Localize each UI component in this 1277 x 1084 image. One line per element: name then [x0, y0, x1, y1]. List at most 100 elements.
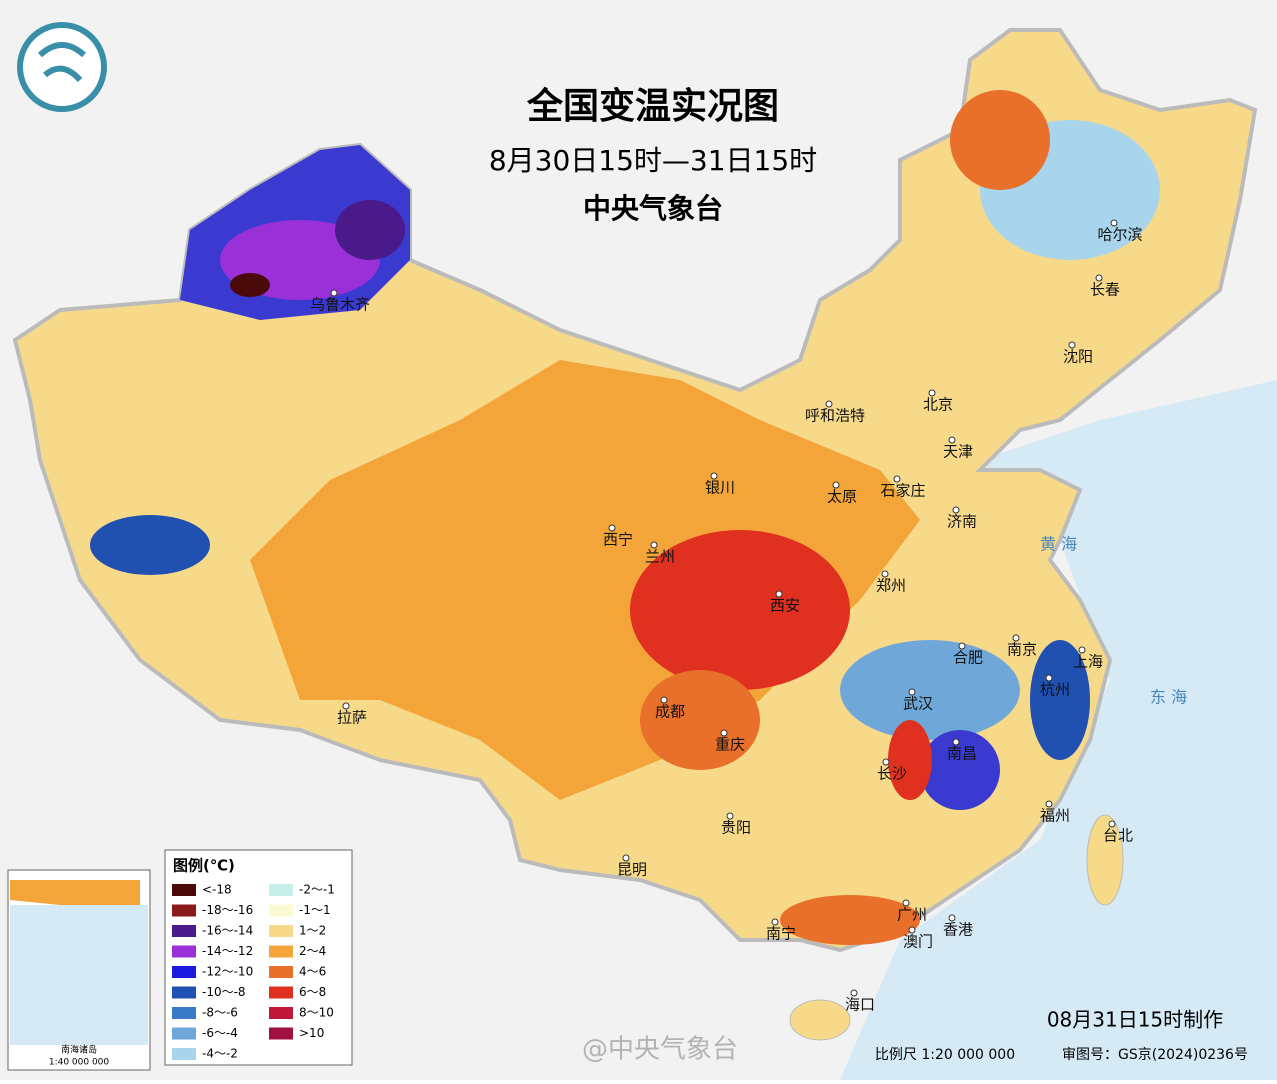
city-dot: [650, 541, 658, 549]
legend-swatch: [172, 884, 196, 896]
legend-label: -2～-1: [299, 883, 335, 897]
city-dot: [1108, 820, 1116, 828]
city-dot: [1012, 634, 1020, 642]
legend-swatch: [172, 1007, 196, 1019]
city-dot: [832, 481, 840, 489]
watermark: @中央气象台: [582, 1035, 738, 1065]
city-label: 银川: [705, 479, 735, 497]
legend-swatch: [269, 1007, 293, 1019]
city-label: 上海: [1073, 653, 1103, 671]
legend-swatch: [172, 904, 196, 917]
legend-label: 6～8: [299, 985, 326, 999]
city-dot: [908, 688, 916, 696]
sea-label: 黄 海: [1040, 535, 1077, 554]
legend-frame: [164, 849, 353, 1066]
city-label: 香港: [943, 921, 973, 939]
logo: [17, 22, 107, 112]
legend-swatch: [269, 1027, 293, 1040]
city-label: 广州: [897, 906, 927, 924]
legend-label: 4～6: [299, 965, 326, 979]
city-dot: [330, 289, 338, 297]
city-label: 哈尔滨: [1097, 226, 1142, 244]
city-label: 兰州: [645, 548, 675, 566]
city-label: 北京: [923, 396, 953, 414]
city-label: 西安: [770, 597, 800, 615]
legend-label: 2～4: [299, 944, 326, 958]
inset-title: 南海诸岛: [61, 1044, 97, 1056]
legend-swatch: [269, 986, 293, 999]
city-dot: [710, 472, 718, 480]
sea: [840, 380, 1277, 1080]
city-dot: [948, 914, 956, 922]
legend-swatch: [269, 884, 293, 896]
city-label: 台北: [1103, 827, 1133, 845]
city-dot: [882, 758, 890, 766]
city-dot: [1068, 341, 1076, 349]
inset-scale: 1:40 000 000: [49, 1058, 110, 1068]
legend-label: <-18: [202, 883, 232, 897]
scale: 比例尺 1:20 000 000: [875, 1047, 1015, 1063]
legend-swatch: [269, 966, 293, 978]
city-label: 杭州: [1040, 681, 1070, 699]
subtitle: 8月30日15时—31日15时: [489, 144, 817, 177]
city-label: 乌鲁木齐: [310, 296, 370, 314]
city-label: 长沙: [877, 765, 907, 783]
inset-sea: [10, 905, 148, 1045]
legend: 图例(℃) <-18 -18～-16 -16～-14 -14～-12 -12～-10 -1…: [164, 849, 353, 1066]
inset-land: [10, 880, 140, 905]
legend-label: -8～-6: [202, 1006, 238, 1020]
city-label: 长春: [1090, 281, 1120, 299]
city-dot: [893, 475, 901, 483]
approval: 审图号：GS京(2024)0236号: [1062, 1047, 1248, 1063]
china-map: [12, 28, 1258, 1041]
city-dot: [1078, 646, 1086, 654]
legend-swatch: [269, 904, 293, 917]
city-label: 郑州: [876, 577, 906, 595]
legend-swatch: [172, 1027, 196, 1040]
city-dot: [660, 696, 668, 704]
title: 全国变温实况图: [526, 85, 779, 127]
city-dot: [948, 436, 956, 444]
legend-swatch: [172, 945, 196, 958]
legend-label: -12～-10: [202, 965, 253, 979]
city-label: 重庆: [715, 736, 745, 754]
city-dot: [881, 570, 889, 578]
legend-title: 图例(℃): [173, 857, 235, 875]
city-label: 武汉: [903, 695, 933, 713]
legend-swatch: [172, 986, 196, 999]
legend-swatch: [172, 925, 196, 937]
city-label: 昆明: [617, 861, 647, 879]
city-dot: [908, 926, 916, 934]
city-label: 太原: [827, 488, 857, 506]
city-dot: [1045, 800, 1053, 808]
city-label: 石家庄: [880, 482, 925, 500]
city-dot: [825, 400, 833, 408]
city-label: 贵阳: [721, 819, 751, 837]
legend-swatch: [269, 945, 293, 958]
city-label: 南宁: [766, 925, 796, 943]
legend-swatch: [172, 1048, 196, 1060]
legend-swatch: [172, 966, 196, 978]
city-dot: [928, 389, 936, 397]
sea-label: 东 海: [1150, 688, 1187, 707]
city-dot: [952, 738, 960, 746]
legend-label: -10～-8: [202, 985, 246, 999]
city-label: 成都: [655, 703, 685, 721]
city-dot: [726, 812, 734, 820]
city-dot: [608, 524, 616, 532]
city-dot: [1045, 674, 1053, 682]
city-dot: [771, 918, 779, 926]
city-label: 沈阳: [1063, 348, 1093, 366]
city-dot: [902, 899, 910, 907]
city-dot: [850, 989, 858, 997]
city-dot: [720, 729, 728, 737]
inset: 南海诸岛 1:40 000 000: [7, 869, 151, 1071]
org: 中央气象台: [583, 192, 723, 225]
legend-label: -18～-16: [202, 903, 253, 917]
city-label: 南京: [1007, 641, 1037, 659]
city-dot: [775, 590, 783, 598]
city-label: 呼和浩特: [805, 407, 865, 425]
city-label: 天津: [943, 443, 973, 461]
city-label: 济南: [947, 513, 977, 531]
